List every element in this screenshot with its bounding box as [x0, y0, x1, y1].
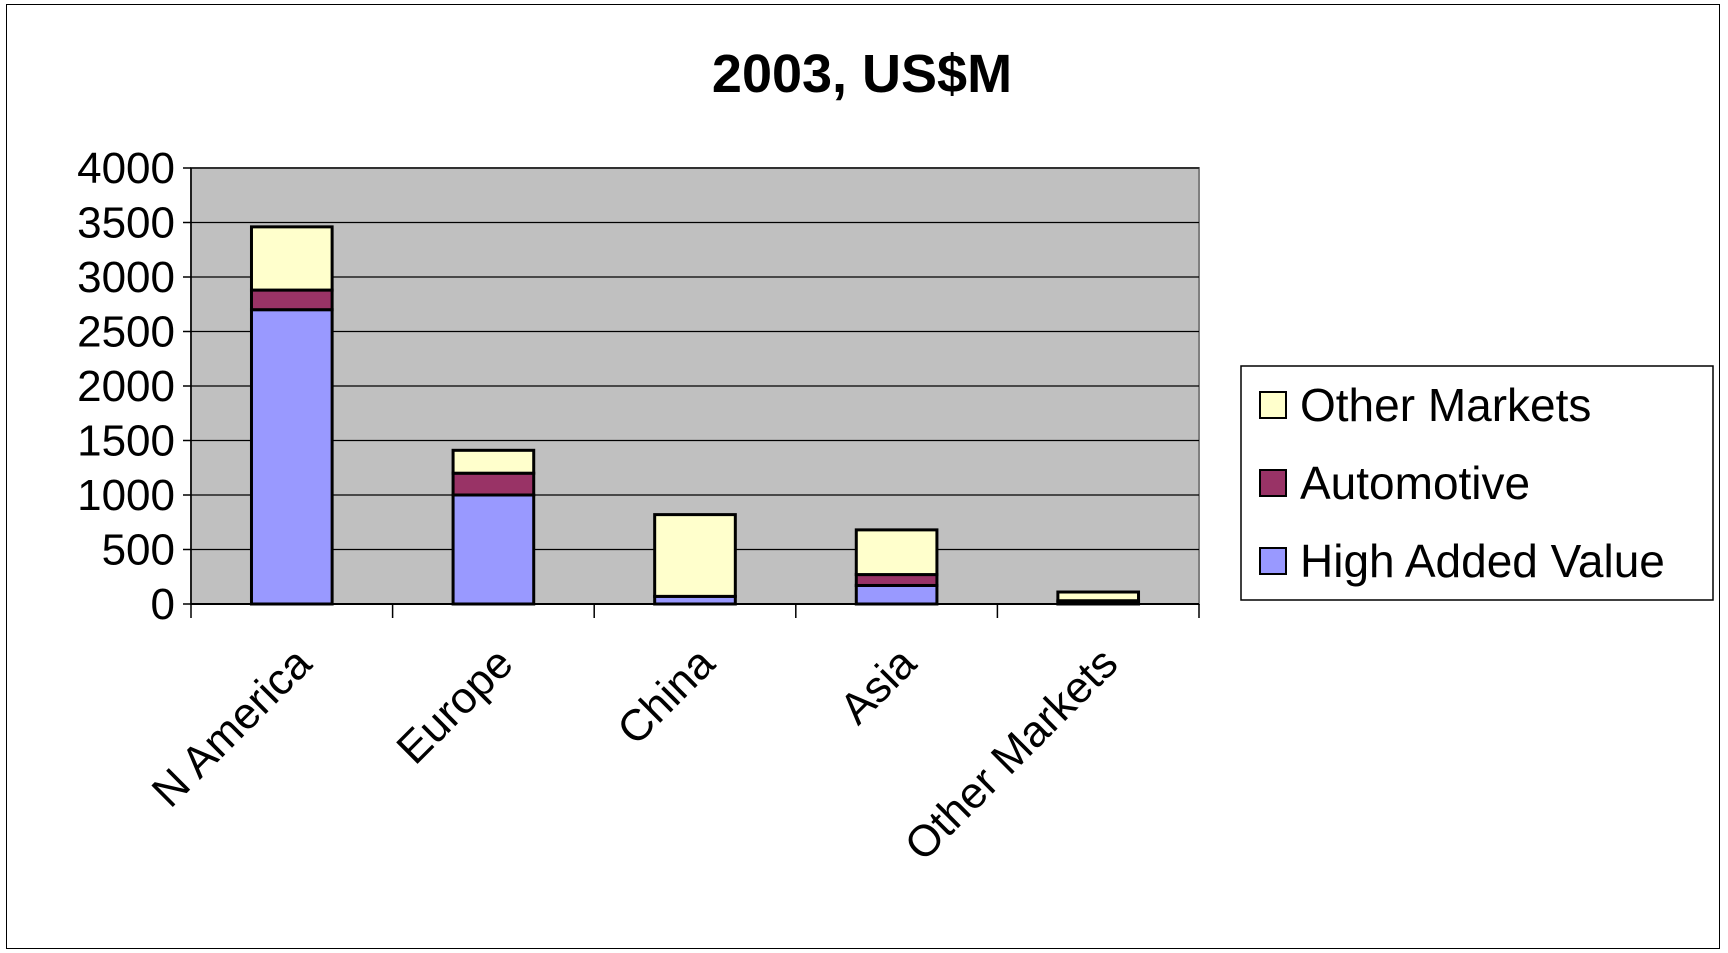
y-tick-label: 0 [151, 580, 175, 629]
bar-segment [451, 471, 536, 497]
y-tick-label: 500 [102, 526, 175, 575]
bar-segment [854, 528, 939, 577]
bar-segment [249, 288, 334, 312]
x-tick-label: Other Markets [896, 638, 1128, 870]
bar-segment [653, 513, 737, 598]
legend-swatch [1259, 391, 1287, 419]
bar-segment [249, 308, 334, 606]
y-tick-label: 3000 [77, 253, 175, 302]
bar-segment [451, 448, 536, 475]
y-tick-label: 2500 [77, 308, 175, 357]
legend-label: Other Markets [1300, 379, 1591, 431]
x-tick-label: Asia [830, 638, 926, 734]
y-axis: 0 500 1000 1500 2000 2500 3000 3500 4000 [77, 144, 192, 629]
y-tick-label: 1000 [77, 471, 175, 520]
legend-label: High Added Value [1300, 535, 1665, 587]
bar-segment [451, 493, 536, 606]
y-tick-label: 2000 [77, 362, 175, 411]
y-tick-label: 1500 [77, 417, 175, 466]
bar-segment [854, 583, 939, 606]
x-tick-label: N America [143, 638, 322, 817]
legend-label: Automotive [1300, 457, 1530, 509]
bar-segment [1056, 590, 1141, 603]
bar-segment [249, 225, 334, 292]
gridlines [191, 167, 1199, 551]
y-tick-label: 3500 [77, 199, 175, 248]
x-tick-label: Europe [387, 638, 522, 773]
y-tick-label: 4000 [77, 144, 175, 193]
chart-title: 2003, US$M [712, 44, 1012, 104]
legend-swatch [1259, 469, 1287, 497]
legend-items: Other Markets Automotive High Added Value [1259, 379, 1665, 587]
legend-swatch [1259, 547, 1287, 575]
legend: Other Markets Automotive High Added Value [1240, 365, 1714, 601]
bar-segment [854, 573, 939, 587]
x-tick-label: China [608, 638, 724, 754]
bars [249, 225, 1141, 606]
legend-box [1240, 365, 1714, 601]
